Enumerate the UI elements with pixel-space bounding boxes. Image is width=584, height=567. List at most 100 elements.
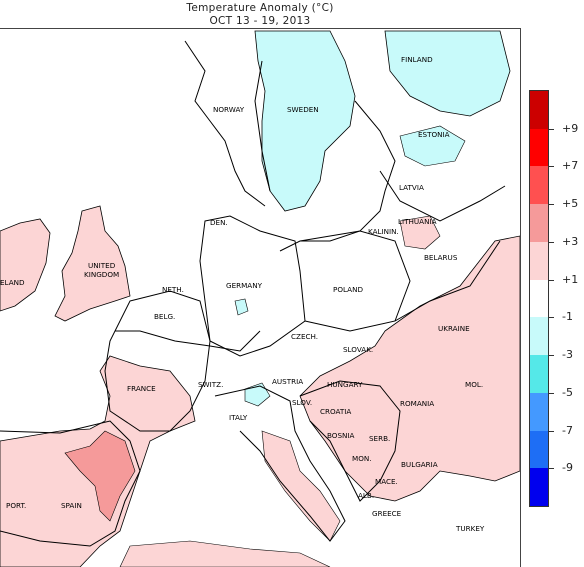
label-latvia: LATVIA xyxy=(399,183,424,192)
label-alb: ALB. xyxy=(358,491,374,500)
anomaly-map: FINLAND NORWAY SWEDEN ESTONIA LATVIA LIT… xyxy=(0,28,521,567)
cool-region-sweden xyxy=(254,30,356,212)
legend-tick-mark xyxy=(549,128,554,130)
label-france: FRANCE xyxy=(127,384,156,393)
borders xyxy=(0,40,506,547)
legend-tick-label: -3 xyxy=(562,348,573,362)
sea-contour xyxy=(115,330,261,352)
legend-tick-mark xyxy=(549,279,554,281)
legend-tick-label: +9 xyxy=(562,121,579,135)
label-austria: AUSTRIA xyxy=(272,377,303,386)
legend-swatch xyxy=(530,204,548,242)
label-italy: ITALY xyxy=(229,413,248,422)
label-serb: SERB. xyxy=(369,434,390,443)
legend-tick-mark xyxy=(549,468,554,470)
cool-region-alps xyxy=(244,382,271,407)
iberia-outline xyxy=(0,420,141,547)
france-outline xyxy=(104,290,211,432)
legend-tick-label: -7 xyxy=(562,423,573,437)
label-ireland: ELAND xyxy=(0,278,25,287)
baltic-coast xyxy=(279,100,396,252)
label-neth: NETH. xyxy=(162,285,184,294)
label-mace: MACE. xyxy=(375,477,398,486)
map-title: Temperature Anomaly (°C) OCT 13 - 19, 20… xyxy=(0,2,520,28)
legend-tick-label: -9 xyxy=(562,461,573,475)
label-finland: FINLAND xyxy=(401,55,433,64)
poland-outline xyxy=(299,230,411,332)
sweden-border xyxy=(254,60,271,192)
warm-region-ireland xyxy=(0,218,51,312)
norway-coast xyxy=(184,40,266,207)
legend-tick-mark xyxy=(549,317,554,319)
legend-swatch xyxy=(530,468,548,506)
warm-region-uk xyxy=(54,205,131,322)
label-croatia: CROATIA xyxy=(320,407,351,416)
legend-tick-label: +3 xyxy=(562,234,579,248)
label-poland: POLAND xyxy=(333,285,363,294)
legend-swatch xyxy=(530,279,548,318)
label-belarus: BELARUS xyxy=(424,253,458,262)
warm-region-south xyxy=(119,540,331,567)
label-uk-1: UNITED xyxy=(88,261,116,270)
legend-tick-mark xyxy=(549,166,554,168)
legend-swatch xyxy=(530,430,548,469)
legend-tick-mark xyxy=(549,355,554,357)
label-uk-2: KINGDOM xyxy=(84,270,119,279)
label-czech: CZECH. xyxy=(291,332,318,341)
label-bosnia: BOSNIA xyxy=(327,431,355,440)
ukraine-border xyxy=(394,240,501,322)
warm-region-italy xyxy=(261,430,341,542)
legend-tick-label: -5 xyxy=(562,385,573,399)
warm-region-baltic xyxy=(399,215,441,250)
cool-region-germany xyxy=(234,298,249,316)
legend-tick-label: +5 xyxy=(562,197,579,211)
cool-anomaly-regions xyxy=(234,30,511,407)
cool-region-finland xyxy=(384,30,511,117)
label-estonia: ESTONIA xyxy=(418,130,450,139)
label-slov: SLOV. xyxy=(292,398,312,407)
label-slovak: SLOVAK. xyxy=(343,345,373,354)
legend-tick-label: -1 xyxy=(562,310,573,324)
label-belg: BELG. xyxy=(154,312,175,321)
label-spain: SPAIN xyxy=(61,501,82,510)
legend-tick-label: +1 xyxy=(562,272,579,286)
title-line-2: OCT 13 - 19, 2013 xyxy=(209,15,311,27)
legend-tick-mark xyxy=(549,241,554,243)
label-germany: GERMANY xyxy=(226,281,263,290)
label-mon: MON. xyxy=(352,454,372,463)
legend-swatch xyxy=(530,317,548,356)
legend-tick-mark xyxy=(549,392,554,394)
cool-region-estonia xyxy=(399,125,466,167)
legend-swatch xyxy=(530,241,548,280)
label-greece: GREECE xyxy=(372,509,402,518)
country-labels: FINLAND NORWAY SWEDEN ESTONIA LATVIA LIT… xyxy=(0,55,485,533)
legend-swatch xyxy=(530,166,548,205)
legend-tick-mark xyxy=(549,430,554,432)
legend-swatch xyxy=(530,91,548,129)
label-bulgaria: BULGARIA xyxy=(401,460,438,469)
map-canvas: FINLAND NORWAY SWEDEN ESTONIA LATVIA LIT… xyxy=(0,30,520,567)
legend-color-bar xyxy=(529,90,549,507)
warm-region-east xyxy=(299,235,520,502)
label-turkey: TURKEY xyxy=(455,524,485,533)
label-den: DEN. xyxy=(210,218,228,227)
label-hungary: HUNGARY xyxy=(327,380,363,389)
east-contour xyxy=(379,170,506,222)
legend-swatch xyxy=(530,355,548,393)
label-kalinin: KALININ. xyxy=(368,227,399,236)
label-sweden: SWEDEN xyxy=(287,105,319,114)
italy-outline xyxy=(214,385,346,542)
legend-tick-mark xyxy=(549,204,554,206)
warm-anomaly-regions xyxy=(0,205,520,567)
label-switz: SWITZ. xyxy=(198,380,223,389)
legend-swatch xyxy=(530,128,548,167)
label-ukraine: UKRAINE xyxy=(438,324,470,333)
legend-tick-label: +7 xyxy=(562,159,579,173)
legend-swatch xyxy=(530,392,548,431)
germany-outline xyxy=(199,215,306,357)
label-lithuania: LITHUANIA xyxy=(398,217,437,226)
label-norway: NORWAY xyxy=(213,105,245,114)
title-line-1: Temperature Anomaly (°C) xyxy=(186,2,334,14)
label-port: PORT. xyxy=(6,501,26,510)
label-romania: ROMANIA xyxy=(400,399,434,408)
